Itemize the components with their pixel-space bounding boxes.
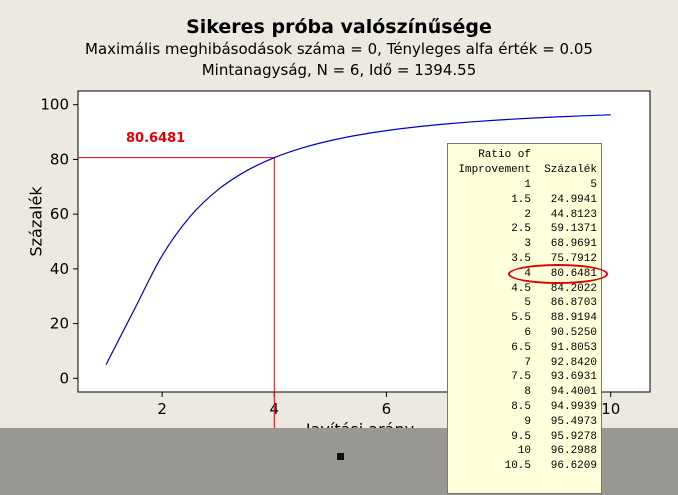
- table-cell-percent: 96.6209: [550, 460, 597, 473]
- cursor-marker: [337, 453, 344, 460]
- x-tick-label-2: 2: [157, 400, 167, 418]
- table-cell-ratio: 10.5: [504, 460, 531, 473]
- table-cell-ratio: 2: [524, 208, 531, 221]
- highlight-ellipse: [508, 264, 608, 284]
- table-cell-percent: 88.9194: [550, 312, 597, 325]
- table-cell-ratio: 1.5: [511, 193, 531, 206]
- x-tick-label-6: 6: [382, 400, 392, 418]
- table-cell-ratio: 6.5: [511, 341, 531, 354]
- table-cell-percent: 94.9939: [550, 401, 597, 413]
- table-cell-ratio: 9.5: [511, 430, 531, 443]
- table-cell-percent: 90.5250: [550, 327, 597, 339]
- chart-title: Sikeres próba valószínűsége: [186, 16, 492, 38]
- table-cell-percent: 92.8420: [550, 356, 597, 369]
- table-header-ratio-line2: Improvement: [458, 164, 531, 176]
- table-cell-ratio: 7: [524, 356, 531, 369]
- table-cell-ratio: 6: [524, 327, 531, 339]
- table-cell-percent: 91.8053: [550, 341, 597, 354]
- table-cell-percent: 68.9691: [550, 238, 597, 251]
- table-cell-ratio: 1: [524, 179, 531, 191]
- data-table: Ratio of Improvement Százalék 1 5 1.5 24.99…: [447, 143, 602, 494]
- table-cell-ratio: 4.5: [511, 282, 531, 295]
- table-header-ratio-line1: Ratio of: [478, 149, 531, 161]
- table-cell-ratio: 7.5: [511, 371, 531, 384]
- table-cell-ratio: 8: [524, 386, 531, 399]
- table-cell-percent: 59.1371: [550, 223, 597, 236]
- table-cell-ratio: 8.5: [511, 401, 531, 413]
- table-cell-percent: 5: [590, 179, 597, 191]
- chart-subtitle-2: Mintanagyság, N = 6, Idő = 1394.55: [201, 61, 477, 79]
- y-axis-label: Százalék: [26, 186, 46, 257]
- table-cell-percent: 93.6931: [550, 371, 597, 384]
- y-tick-label-40: 40: [50, 260, 69, 278]
- table-cell-percent: 94.4001: [550, 386, 597, 399]
- y-tick-label-60: 60: [50, 205, 69, 223]
- table-cell-ratio: 5.5: [511, 312, 531, 325]
- y-tick-label-100: 100: [40, 96, 69, 114]
- table-cell-ratio: 3.5: [511, 253, 531, 265]
- table-cell-percent: 44.8123: [550, 208, 597, 221]
- table-header-percent: Százalék: [544, 164, 597, 176]
- table-cell-percent: 24.9941: [550, 193, 597, 206]
- table-cell-percent: 75.7912: [550, 253, 597, 265]
- table-cell-percent: 96.2988: [550, 445, 597, 458]
- table-cell-percent: 86.8703: [550, 297, 597, 310]
- table-cell-ratio: 3: [524, 238, 531, 251]
- reference-value-label: 80.6481: [126, 131, 186, 146]
- y-tick-label-20: 20: [50, 315, 69, 333]
- series-line-0: [105, 114, 611, 365]
- chart-subtitle-1: Maximális meghibásodások száma = 0, Tény…: [85, 40, 593, 58]
- table-cell-ratio: 9: [524, 415, 531, 428]
- table-cell-percent: 84.2022: [550, 282, 597, 295]
- table-cell-ratio: 5: [524, 297, 531, 310]
- table-cell-percent: 95.9278: [550, 430, 597, 443]
- table-cell-ratio: 10: [517, 445, 531, 458]
- table-cell-ratio: 2.5: [511, 223, 531, 236]
- table-cell-percent: 95.4973: [550, 415, 597, 428]
- y-tick-label-80: 80: [50, 150, 69, 168]
- y-tick-label-0: 0: [59, 369, 69, 387]
- x-tick-label-10: 10: [601, 400, 620, 418]
